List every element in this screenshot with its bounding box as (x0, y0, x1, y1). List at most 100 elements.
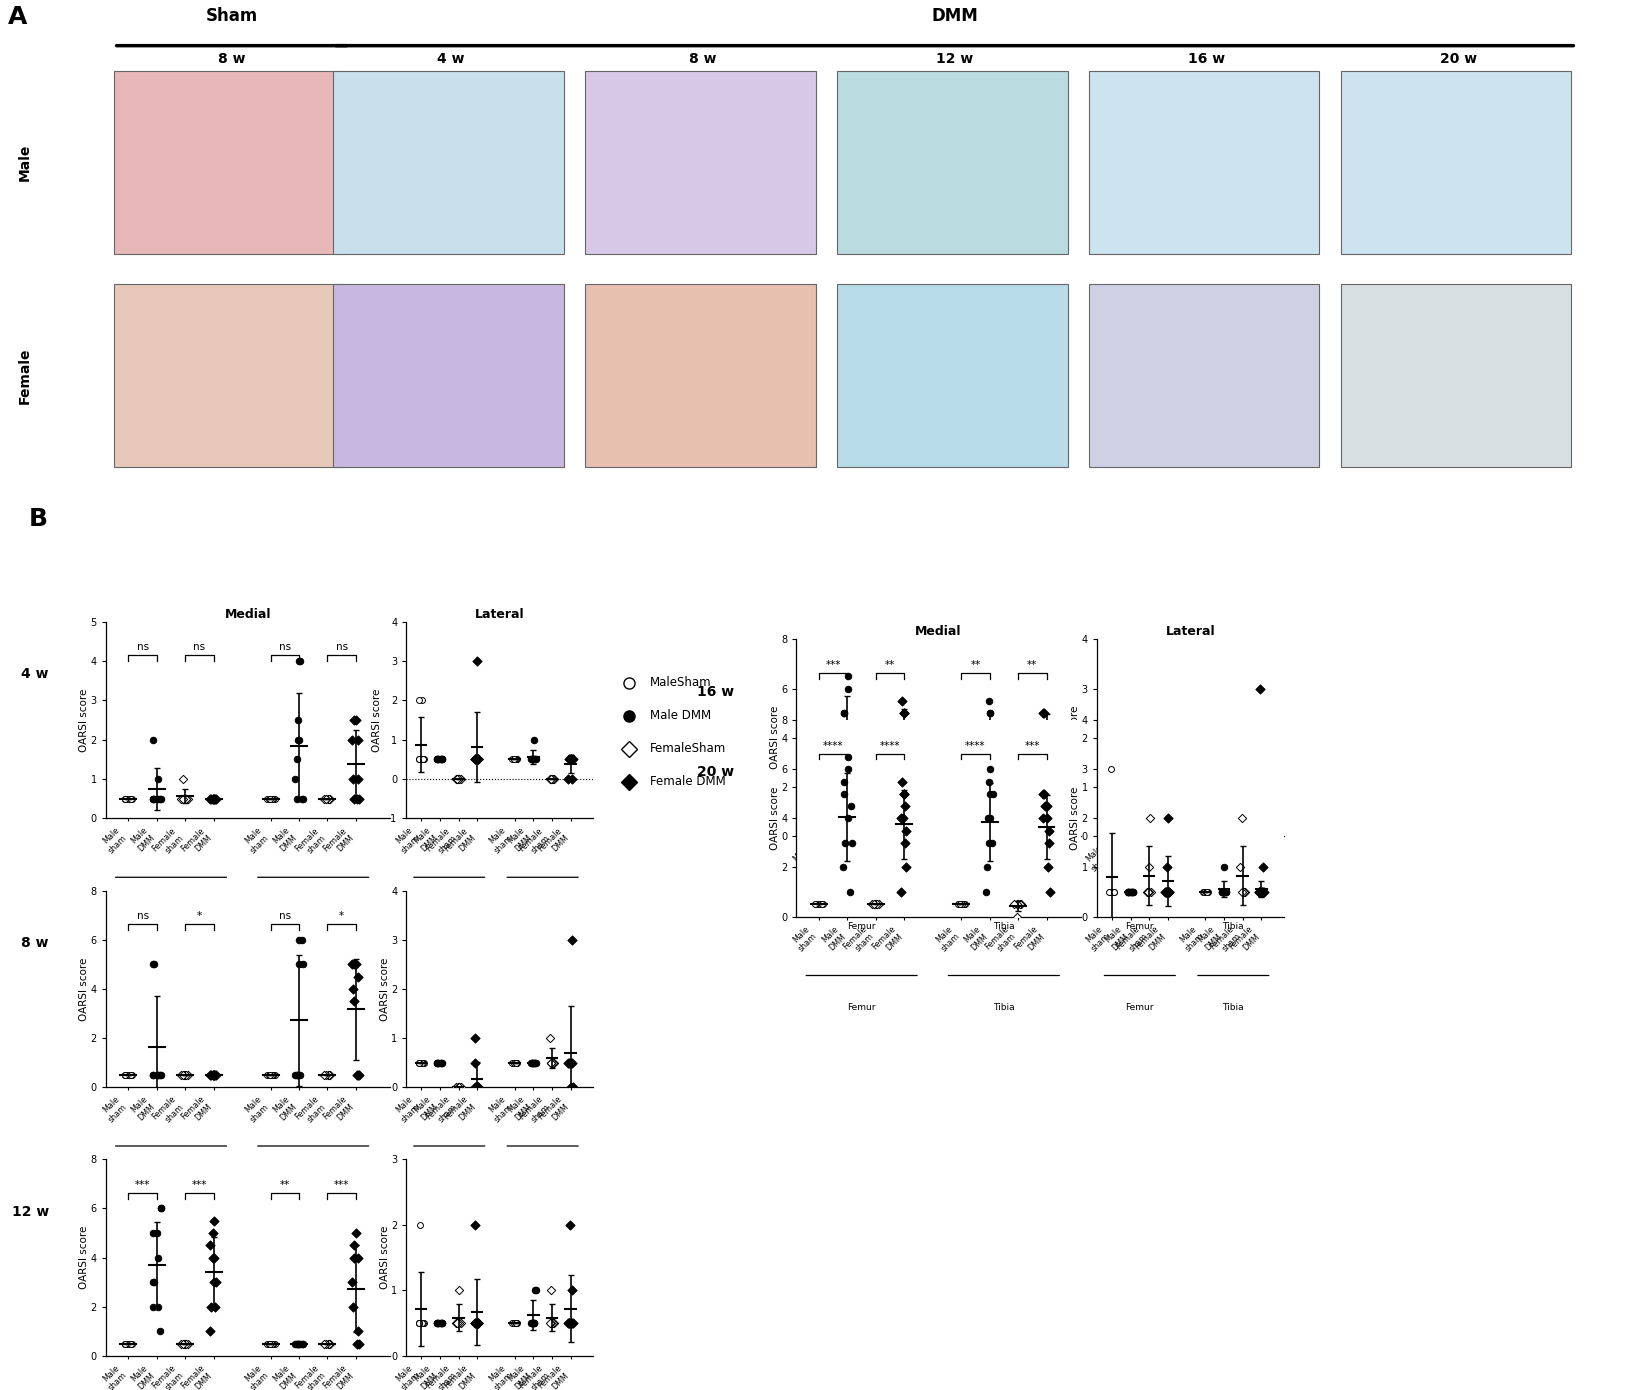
Point (1211, 801, 1237, 823)
Point (140, 1222, 166, 1244)
Point (283, 1063, 309, 1086)
Point (951, 894, 977, 916)
Point (112, 1333, 138, 1355)
Point (977, 751, 1003, 773)
Point (200, 788, 226, 810)
Point (1228, 808, 1254, 830)
Point (260, 1333, 286, 1355)
Point (112, 1333, 138, 1355)
Point (444, 767, 470, 790)
Point (1194, 881, 1220, 904)
Point (803, 813, 829, 835)
Text: Tibia: Tibia (531, 1173, 554, 1183)
Point (465, 1312, 491, 1334)
Point (1097, 801, 1123, 823)
Point (1154, 801, 1180, 823)
Point (1246, 801, 1272, 823)
Point (410, 748, 436, 770)
Point (1006, 813, 1032, 835)
Point (148, 1197, 174, 1219)
Point (424, 1312, 450, 1334)
Point (559, 767, 585, 790)
Point (172, 788, 198, 810)
Point (1152, 801, 1178, 823)
Point (202, 788, 228, 810)
Point (830, 702, 856, 724)
Point (444, 1312, 470, 1334)
Point (951, 813, 977, 835)
Point (947, 894, 973, 916)
Point (406, 1051, 432, 1073)
Point (315, 1333, 341, 1355)
Point (445, 1279, 471, 1301)
Point (977, 808, 1003, 830)
Point (1134, 881, 1160, 904)
Point (119, 1333, 145, 1355)
Point (411, 1312, 437, 1334)
Point (557, 1051, 583, 1073)
Point (1212, 801, 1238, 823)
Point (541, 1051, 567, 1073)
Point (540, 1312, 565, 1334)
Point (863, 813, 889, 835)
Point (808, 894, 834, 916)
Point (427, 748, 453, 770)
Point (804, 894, 830, 916)
Point (540, 1312, 565, 1334)
Point (1155, 881, 1181, 904)
Point (148, 788, 174, 810)
Text: Femur: Femur (436, 1173, 463, 1183)
Point (465, 1312, 491, 1334)
Text: ns: ns (136, 642, 148, 652)
Point (951, 813, 977, 835)
Text: Female DMM: Female DMM (650, 776, 725, 788)
Point (520, 1312, 546, 1334)
Point (200, 1247, 226, 1269)
Point (171, 1333, 197, 1355)
Point (445, 1312, 471, 1334)
Point (340, 954, 366, 976)
Point (804, 813, 830, 835)
Point (172, 1063, 198, 1086)
Point (463, 1312, 489, 1334)
Point (894, 820, 920, 842)
Text: DMM: DMM (931, 7, 978, 25)
Point (518, 1051, 544, 1073)
Point (809, 813, 835, 835)
Point (975, 856, 1001, 878)
Point (340, 728, 366, 751)
Point (1152, 881, 1178, 904)
Point (317, 788, 343, 810)
Point (1251, 881, 1277, 904)
Point (1100, 881, 1126, 904)
Point (1097, 881, 1123, 904)
Point (429, 748, 455, 770)
Point (463, 1312, 489, 1334)
Point (977, 702, 1003, 724)
Point (1004, 894, 1030, 916)
Point (1138, 801, 1164, 823)
Point (447, 1076, 473, 1098)
Point (1037, 801, 1063, 823)
Point (1211, 801, 1237, 823)
Point (1120, 881, 1146, 904)
Point (119, 1333, 145, 1355)
Point (980, 727, 1006, 749)
Text: Male DMM: Male DMM (650, 709, 710, 723)
Point (809, 813, 835, 835)
Point (1214, 801, 1240, 823)
Point (541, 767, 567, 790)
Text: MaleSham: MaleSham (650, 677, 712, 689)
Point (504, 1312, 530, 1334)
Point (117, 1063, 143, 1086)
Point (944, 894, 970, 916)
Point (949, 894, 975, 916)
Point (1246, 801, 1272, 823)
Point (1136, 856, 1162, 878)
Point (289, 929, 315, 951)
Point (141, 954, 167, 976)
Point (863, 894, 889, 916)
Text: Tibia: Tibia (1222, 1004, 1245, 1012)
Point (952, 813, 978, 835)
Point (538, 767, 564, 790)
